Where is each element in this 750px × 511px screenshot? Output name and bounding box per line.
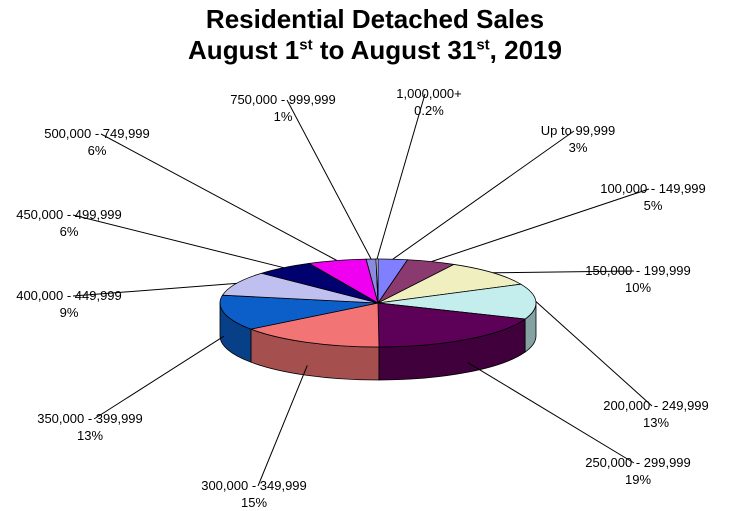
slice-label-8: 450,000 - 499,999 [16,207,122,222]
slice-value-11: 0.2% [414,103,444,118]
slice-6 [219,294,379,330]
slice-label-2: 150,000 - 199,999 [585,263,691,278]
slice-label-1: 100,000 - 149,999 [600,181,706,196]
slice-value-1: 5% [644,198,663,213]
title-sup-1: st [299,36,313,54]
slice-value-0: 3% [569,140,588,155]
slice-label-9: 500,000 - 749,999 [44,126,150,141]
slice-label-3: 200,000 - 249,999 [603,398,709,413]
slice-value-9: 6% [88,143,107,158]
slice-label-6: 350,000 - 399,999 [37,411,143,426]
slice-3 [377,283,537,320]
slice-label-11: 1,000,000+ [396,86,461,101]
chart-title: Residential Detached Sales August 1st to… [0,4,750,66]
leader-line-7 [72,282,237,297]
leader-line-9 [100,133,338,261]
leader-line-8 [72,214,284,269]
pie-leaders [72,93,653,487]
leader-line-11 [376,93,426,260]
title-line2-part3: , 2019 [489,35,562,65]
chart-title-line2: August 1st to August 31st, 2019 [0,35,750,66]
slice-value-4: 19% [625,472,651,487]
pie-sides [219,302,537,381]
slice-label-10: 750,000 - 999,999 [230,92,336,107]
slice-label-0: Up to 99,999 [541,123,615,138]
leader-line-0 [392,130,575,260]
slice-7 [221,272,379,304]
slice-label-4: 250,000 - 299,999 [585,455,691,470]
slice-value-2: 10% [625,280,651,295]
leader-line-6 [93,335,225,420]
leader-line-10 [286,99,372,260]
leader-line-2 [492,270,635,274]
slice-label-5: 300,000 - 349,999 [201,478,307,493]
slice-value-6: 13% [77,428,103,443]
leader-line-4 [467,361,635,464]
slice-value-10: 1% [274,109,293,124]
slice-value-7: 9% [60,305,79,320]
slice-4 [377,302,527,348]
pie-labels: Up to 99,999 3% 100,000 - 149,999 5% 150,000… [16,86,709,510]
leader-line-3 [535,301,653,407]
slice-5 [249,302,380,348]
slice-value-3: 13% [643,415,669,430]
pie-tops [219,258,537,348]
slice-value-5: 15% [241,495,267,510]
leader-line-5 [257,365,308,487]
title-sup-2: st [476,36,490,54]
chart-title-line1: Residential Detached Sales [205,4,545,34]
slice-label-7: 400,000 - 449,999 [16,288,122,303]
title-line2-part1: August 1 [188,35,300,65]
slice-value-8: 6% [60,224,79,239]
leader-line-1 [431,188,650,263]
title-line2-part2: to August 31 [312,35,477,65]
